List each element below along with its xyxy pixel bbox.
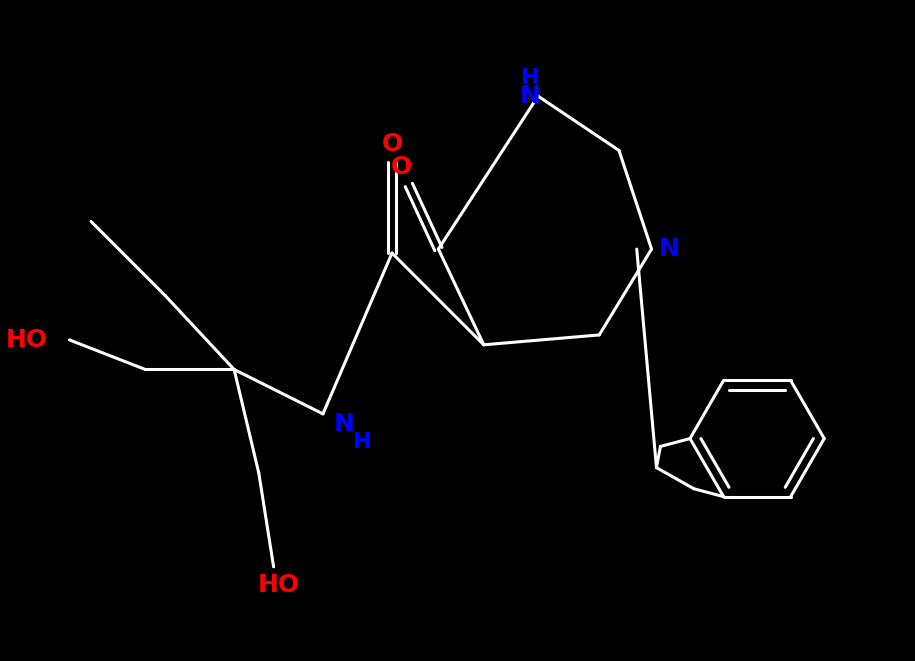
- Text: O: O: [391, 155, 412, 179]
- Text: HO: HO: [257, 572, 299, 597]
- Text: HO: HO: [5, 328, 48, 352]
- Text: N: N: [659, 237, 680, 261]
- Text: N: N: [520, 84, 541, 108]
- Text: O: O: [382, 132, 403, 157]
- Text: H: H: [521, 68, 540, 89]
- Text: N: N: [334, 412, 355, 436]
- Text: H: H: [353, 432, 371, 451]
